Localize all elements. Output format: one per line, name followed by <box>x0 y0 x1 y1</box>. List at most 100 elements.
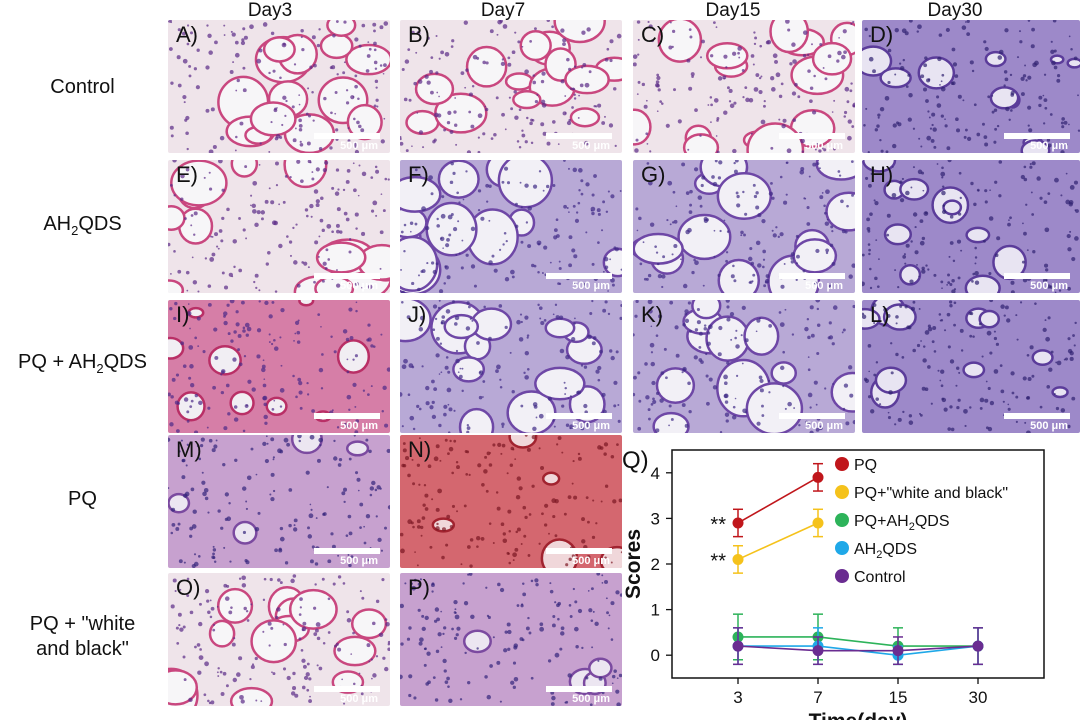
panel-label: K) <box>641 302 663 327</box>
row-label-pq-ah2qds: PQ + AH2QDS <box>18 351 147 376</box>
legend-label: PQ <box>854 457 877 474</box>
scale-bar-label: 500 μm <box>572 420 610 432</box>
y-tick-label: 1 <box>651 601 660 620</box>
scale-bar-label: 500 μm <box>340 140 378 152</box>
tissue-texture <box>862 20 1080 153</box>
data-point-pq_wb <box>812 517 824 529</box>
tissue-texture <box>168 20 390 153</box>
x-axis-label: Time(day) <box>809 710 908 720</box>
legend-label: PQ+AH2QDS <box>854 513 949 533</box>
histology-panel-h: H) 500 μm <box>862 160 1080 293</box>
legend-label: AH2QDS <box>854 541 917 561</box>
tissue-texture <box>862 300 1080 433</box>
histology-panel-f: F) 500 μm <box>400 160 622 293</box>
panel-label: M) <box>176 437 202 462</box>
legend-marker-pq_wb <box>835 485 849 499</box>
histology-panel-e: E) 500 μm <box>168 160 390 293</box>
tissue-texture <box>400 435 622 568</box>
series-line-pq_ah2qds <box>738 636 978 647</box>
panel-label: L) <box>870 302 890 327</box>
histology-panel-j: J) 500 μm <box>400 300 622 433</box>
x-tick-label: 30 <box>969 688 988 707</box>
panel-label: N) <box>408 437 432 462</box>
scores-line-chart: Q) 0 1 2 3 4 3 7 15 30 Time(day) Scores ** ** PQ PQ+"wh… <box>622 447 1045 720</box>
column-header-day15: Day15 <box>705 0 761 21</box>
scale-bar-label: 500 μm <box>572 140 610 152</box>
panel-label: G) <box>641 162 666 187</box>
tissue-texture <box>400 160 622 293</box>
tissue-texture <box>633 300 855 433</box>
data-point-pq <box>812 471 824 483</box>
scale-bar <box>314 133 380 139</box>
legend-marker-ah2qds <box>835 541 849 555</box>
series-line-pq_wb <box>737 522 819 561</box>
data-point-pq <box>732 517 744 529</box>
series-line-control <box>737 645 979 652</box>
scale-bar-label: 500 μm <box>805 140 843 152</box>
panel-label: Q) <box>622 447 649 474</box>
column-header-day7: Day7 <box>480 0 526 21</box>
scale-bar <box>546 686 612 692</box>
tissue-texture <box>400 20 622 153</box>
y-tick-label: 0 <box>651 646 660 665</box>
x-tick-label: 7 <box>813 688 822 707</box>
panel-label: D) <box>870 22 894 47</box>
histology-panel-d: D) 500 μm <box>862 20 1080 153</box>
significance-marker: ** <box>710 514 726 536</box>
row-label-pq: PQ <box>68 488 97 510</box>
scale-bar <box>1004 133 1070 139</box>
tissue-texture <box>633 160 855 293</box>
legend-marker-pq_ah2qds <box>835 513 849 527</box>
scale-bar-label: 500 μm <box>340 280 378 292</box>
scale-bar <box>314 413 380 419</box>
panel-label: J) <box>408 302 427 327</box>
scale-bar <box>1004 273 1070 279</box>
panel-label: F) <box>408 162 429 187</box>
tissue-texture <box>168 300 390 433</box>
tissue-texture <box>168 573 390 706</box>
scale-bar <box>314 273 380 279</box>
scale-bar <box>546 548 612 554</box>
scale-bar <box>314 686 380 692</box>
legend-label: PQ+"white and black" <box>854 485 1008 502</box>
data-point-control <box>812 645 824 657</box>
histology-panel-b: B) 500 μm <box>400 20 622 153</box>
panel-label: H) <box>870 162 894 187</box>
row-label-pq-white-black: PQ + "white and black" <box>29 613 136 660</box>
histology-panel-g: G) 500 μm <box>633 160 855 293</box>
column-header-day30: Day30 <box>927 0 983 21</box>
panel-label: O) <box>176 575 201 600</box>
scale-bar <box>779 133 845 139</box>
y-tick-label: 2 <box>651 555 660 574</box>
scale-bar <box>779 273 845 279</box>
row-label-control: Control <box>50 76 115 98</box>
data-point-control <box>732 640 744 652</box>
data-point-control <box>892 645 904 657</box>
tissue-texture <box>168 160 390 293</box>
significance-marker: ** <box>710 550 726 572</box>
histology-panel-o: O) 500 μm <box>168 573 390 706</box>
scale-bar-label: 500 μm <box>340 420 378 432</box>
scale-bar-label: 500 μm <box>340 555 378 567</box>
histology-panel-p: P) 500 μm <box>400 573 622 706</box>
scale-bar-label: 500 μm <box>1030 140 1068 152</box>
y-tick-label: 3 <box>651 509 660 528</box>
legend-label: Control <box>854 569 906 586</box>
panel-label: I) <box>176 302 190 327</box>
histology-panel-m: M) 500 μm <box>168 435 390 568</box>
y-tick-label: 4 <box>651 464 660 483</box>
x-tick-label: 3 <box>733 688 742 707</box>
data-point-control <box>972 640 984 652</box>
panel-label: A) <box>176 22 198 47</box>
scale-bar <box>1004 413 1070 419</box>
histology-panel-c: C) 500 μm <box>633 20 855 153</box>
scale-bar <box>314 548 380 554</box>
histology-panel-i: I) 500 μm <box>168 300 390 433</box>
panel-label: B) <box>408 22 430 47</box>
histology-panel-k: K) 500 μm <box>633 300 855 433</box>
y-axis-label: Scores <box>622 529 645 599</box>
column-header-day3: Day3 <box>247 0 293 21</box>
tissue-texture <box>168 435 390 568</box>
scale-bar-label: 500 μm <box>572 693 610 705</box>
scale-bar-label: 500 μm <box>572 280 610 292</box>
